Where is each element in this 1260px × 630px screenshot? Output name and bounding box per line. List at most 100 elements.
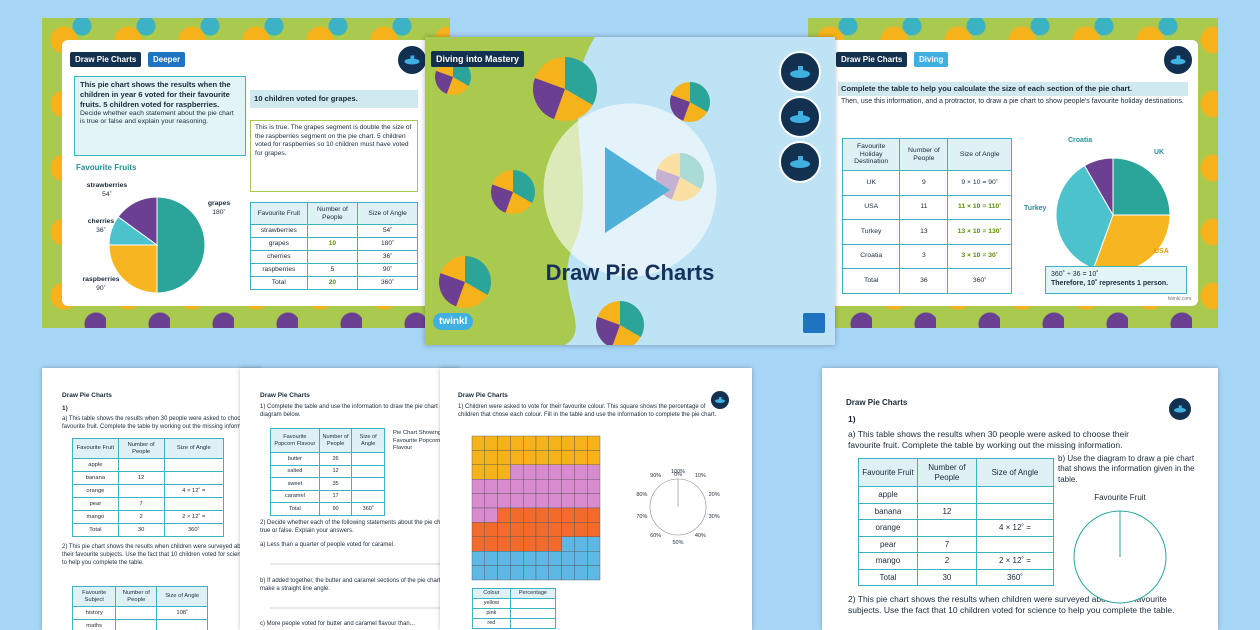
grid-cell: [484, 522, 498, 537]
table-cell: 360˚: [351, 502, 385, 516]
slide-card: Draw Pie Charts Diving Complete the table …: [828, 40, 1198, 306]
slide-title: Draw Pie Charts: [545, 260, 715, 285]
question: a) This table shows the results when 30 …: [848, 429, 1129, 451]
grid-cell: [471, 550, 486, 566]
grid-cell: [574, 536, 588, 552]
question: b) Use the diagram to draw a pie chart t…: [1058, 454, 1195, 484]
grid-cell: [535, 435, 550, 451]
decor-wedge: [596, 316, 620, 345]
table-row: yellow: [472, 598, 557, 609]
play-icon: [605, 147, 670, 233]
table-row: raspberries 5 90˚: [250, 263, 418, 277]
table-row: Favourite Subject Number of People Size of…: [71, 586, 208, 607]
grid-cell: [561, 507, 575, 523]
icon-submarine: [404, 58, 420, 65]
table-cell: Favourite Popcorn Flavour: [270, 428, 320, 453]
icon-submarine: [1174, 407, 1186, 413]
table: Colour Percentage yellow pink red: [472, 588, 557, 629]
grid-cell: [497, 565, 511, 581]
protractor-label: 10%: [694, 473, 706, 480]
table-cell: yellow: [472, 598, 511, 609]
pie-label: UK: [1154, 149, 1165, 156]
table-row: pink: [472, 608, 557, 619]
grid-cell: [548, 565, 562, 581]
answer: This is true. The grapes segment is doub…: [250, 120, 418, 192]
grid-cell: [574, 478, 588, 494]
chart-title: Pie Chart Showing Favourite Popcorn Flav…: [393, 430, 442, 452]
icon-submarine: [715, 399, 725, 403]
grid-cell: [497, 450, 511, 466]
grid-cell: [522, 450, 537, 466]
grid-cell: [484, 493, 498, 509]
table-row: Colour Percentage: [472, 588, 557, 599]
table-row: red: [472, 618, 557, 629]
table-cell: Total: [841, 268, 901, 294]
logo-badge: [803, 313, 825, 333]
pie-label: Turkey: [1024, 205, 1047, 212]
table-cell: 180˚: [357, 237, 418, 251]
footer: twinkl.com: [1168, 296, 1192, 302]
slide-video[interactable]: Diving into Mastery Draw Pie Charts twinkl: [425, 37, 835, 345]
grid-cell: [510, 478, 524, 494]
grid-cell: [484, 550, 498, 566]
table-row: apple: [858, 486, 1055, 504]
grid-cell: [561, 464, 575, 480]
question: a) Less than a quarter of people voted f…: [260, 542, 395, 548]
instruction: Then, use this information, and a protra…: [841, 98, 1184, 105]
table-cell: Size of Angle: [163, 438, 224, 459]
grid-cell: [548, 550, 562, 566]
tag: Diving into Mastery: [431, 51, 525, 67]
sheet-title: Draw Pie Charts: [846, 398, 908, 407]
grid-cell: [548, 450, 562, 466]
grid-cell: [561, 493, 575, 509]
pie-label-value: 36˚: [96, 226, 106, 234]
table-cell: 2 × 12˚ =: [975, 552, 1055, 570]
grid-cell: [471, 435, 486, 451]
grid-cell: [497, 464, 511, 480]
table-cell: orange: [72, 484, 119, 498]
table-cell: [117, 458, 165, 472]
pie-slice: [117, 196, 158, 246]
table-cell: mango: [72, 510, 119, 524]
table-cell: Size of Angle: [357, 202, 418, 225]
drawing: [270, 563, 445, 609]
question: a) This table shows the results when 30 …: [62, 416, 261, 430]
pie-label-value: 54˚: [102, 190, 112, 198]
table-cell: Size of Angle: [156, 586, 208, 607]
icon-submarine: [719, 397, 722, 400]
chart-title: Favourite Fruits: [76, 163, 137, 172]
table-cell: pink: [472, 608, 511, 619]
table-cell: 360˚: [947, 268, 1012, 294]
protractor-label: 20%: [708, 491, 720, 498]
pie-slice: [1083, 157, 1114, 217]
icon-submarine: [790, 70, 810, 78]
table-row: Favourite Holiday Destination Number of P…: [841, 138, 1012, 171]
question: 2) This pie chart shows the results when…: [848, 594, 1175, 616]
protractor-label: 50%: [672, 540, 684, 546]
grid-cell: [535, 536, 550, 552]
sheet-title: Draw Pie Charts: [62, 392, 112, 399]
table-row: Total 30 360˚: [72, 523, 224, 537]
question: This pie chart shows the results when th…: [80, 80, 231, 109]
table-row: orange 4 × 12˚ =: [72, 484, 224, 498]
table-cell: strawberries: [250, 224, 308, 238]
table-row: sweet 35: [270, 477, 385, 491]
table-cell: grapes: [250, 237, 308, 251]
grid-cell: [535, 478, 550, 494]
grid-cell: [484, 464, 498, 480]
protractor-label: 100%: [670, 469, 686, 475]
table-cell: 5: [306, 263, 359, 277]
grid-cell: [497, 493, 511, 509]
worksheet: Draw Pie Charts 1) Children were asked to…: [440, 368, 752, 630]
grid-cell: [484, 565, 498, 581]
table-row: Total 36 360˚: [841, 268, 1012, 294]
grid-cell: [535, 550, 550, 566]
grid-cell: [522, 493, 537, 509]
grid-cell: [510, 522, 524, 537]
grid-cell: [510, 493, 524, 509]
grid-cell: [586, 522, 601, 537]
table-row: pear 7: [858, 535, 1055, 553]
grid-cell: [510, 507, 524, 523]
grid-cell: [522, 536, 537, 552]
